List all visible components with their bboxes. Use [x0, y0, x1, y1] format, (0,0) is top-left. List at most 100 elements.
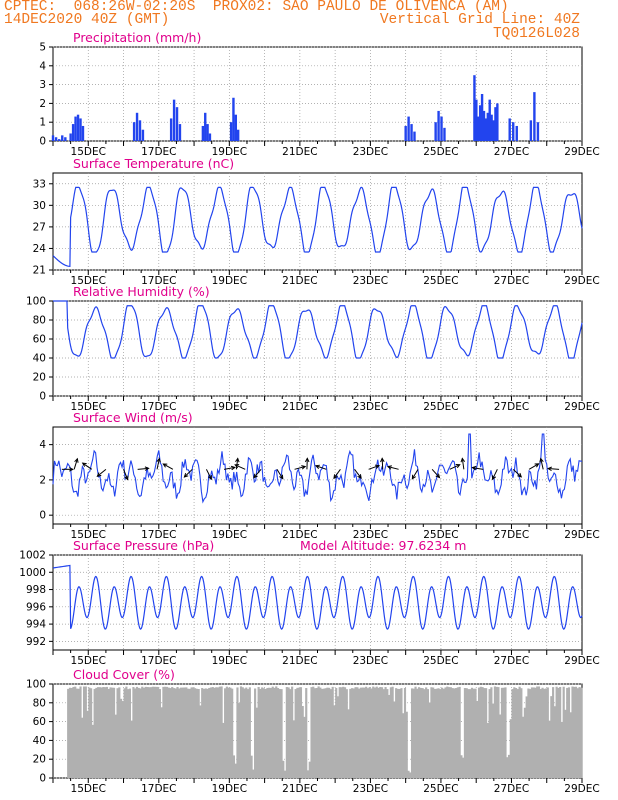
cloud-bar — [278, 689, 281, 778]
cloud-bar — [236, 687, 239, 778]
cloud-bar — [529, 689, 532, 778]
y-tick-label: 2 — [39, 474, 46, 486]
cloud-bar — [105, 686, 109, 778]
cloud-bar — [176, 686, 179, 778]
cloud-bar — [539, 689, 542, 778]
cloud-bar — [354, 687, 357, 778]
cloud-bar — [98, 687, 102, 778]
x-tick-label: 15DEC — [71, 146, 106, 158]
precip-bar — [172, 99, 176, 141]
cloud-bar — [497, 687, 500, 778]
precip-bar — [141, 129, 145, 141]
precip-bar — [71, 124, 75, 141]
cloud-bar — [95, 687, 98, 778]
cloud-bar — [206, 688, 209, 778]
wind-arrow — [461, 458, 465, 470]
y-tick-label: 80 — [33, 697, 46, 709]
cloud-bar — [68, 687, 72, 778]
precip-bar — [477, 116, 480, 141]
y-tick-label: 60 — [33, 334, 46, 346]
wind-arrow-head — [301, 465, 307, 470]
y-tick-label: 1 — [39, 117, 46, 129]
cloud-bar — [345, 689, 348, 778]
wind-arrow — [73, 458, 78, 470]
wind-arrow — [123, 469, 129, 480]
cloud-bar — [370, 688, 373, 778]
precip-bar — [533, 92, 536, 141]
cloud-bar — [425, 687, 428, 778]
cloud-bar — [225, 686, 228, 778]
precip-bar — [478, 105, 482, 141]
precip-bar — [434, 122, 437, 141]
cloud-bar — [349, 688, 352, 778]
cloud-bar — [204, 688, 207, 778]
x-tick-label: 19DEC — [212, 655, 247, 667]
cloud-bar — [174, 688, 177, 778]
cloud-bar — [469, 689, 472, 778]
cloud-bar — [144, 686, 147, 778]
cloud-bar — [209, 687, 213, 778]
cloud-bar — [472, 688, 475, 778]
cloud-bar — [407, 770, 410, 778]
cloud-bar — [506, 757, 509, 778]
precip-bar — [81, 125, 85, 141]
cloud-bar — [377, 687, 380, 778]
x-tick-label: 27DEC — [494, 783, 529, 795]
y-tick-label: 0 — [39, 391, 46, 403]
wind-arrow-head — [69, 467, 74, 472]
cloud-bar — [229, 687, 232, 778]
cloud-bar — [384, 687, 387, 778]
precip-bar — [69, 133, 72, 141]
precip-bar — [508, 118, 511, 141]
precip-bar — [529, 120, 533, 141]
cloud-bar — [333, 705, 336, 778]
precip-bar — [484, 118, 488, 141]
wind-arrow — [205, 469, 212, 480]
cloud-bar — [474, 688, 477, 778]
precip-bar — [76, 114, 80, 141]
cloud-bar — [433, 689, 437, 778]
cloud-bar — [169, 688, 172, 778]
cloud-bar — [412, 688, 415, 778]
cloud-bar — [215, 687, 218, 778]
wind-arrow-head — [74, 457, 79, 463]
cloud-bar — [213, 687, 216, 778]
y-tick-label: 24 — [33, 243, 47, 255]
wind-arrow-head — [491, 475, 497, 481]
cloud-bar — [546, 687, 549, 778]
x-tick-label: 23DEC — [353, 655, 388, 667]
precip-bar — [437, 110, 440, 141]
cloud-bar — [239, 686, 243, 778]
cloud-bar — [380, 687, 384, 778]
cloud-bar — [440, 687, 444, 778]
cloud-bar — [477, 687, 481, 778]
x-tick-label: 29DEC — [564, 401, 599, 413]
x-tick-label: 27DEC — [494, 655, 529, 667]
cloud-bar — [476, 700, 479, 778]
precip-bar — [512, 122, 515, 141]
cloud-bar — [502, 687, 505, 778]
cloud-bar — [560, 721, 564, 778]
precip-bar — [74, 116, 77, 141]
cloud-bar — [456, 687, 459, 778]
y-tick-label: 998 — [26, 584, 46, 596]
cloud-bar — [536, 686, 539, 778]
cloud-bar — [192, 687, 195, 778]
cloud-bar — [351, 688, 354, 778]
cloud-bar — [395, 688, 398, 778]
panel-frame — [52, 46, 583, 142]
cloud-bar — [435, 688, 438, 778]
cloud-bar — [402, 713, 405, 778]
cloud-bar — [486, 723, 489, 778]
cloud-bar — [261, 687, 264, 778]
x-tick-label: 29DEC — [564, 146, 599, 158]
x-tick-label: 25DEC — [423, 529, 458, 541]
cloud-bar — [82, 686, 86, 778]
cloud-bar — [308, 761, 311, 778]
x-tick-label: 15DEC — [71, 783, 106, 795]
cloud-bar — [241, 687, 244, 778]
y-tick-label: 20 — [33, 372, 46, 384]
cloud-bar — [358, 688, 361, 778]
cloud-bar — [530, 687, 534, 778]
cloud-bar — [388, 694, 391, 778]
